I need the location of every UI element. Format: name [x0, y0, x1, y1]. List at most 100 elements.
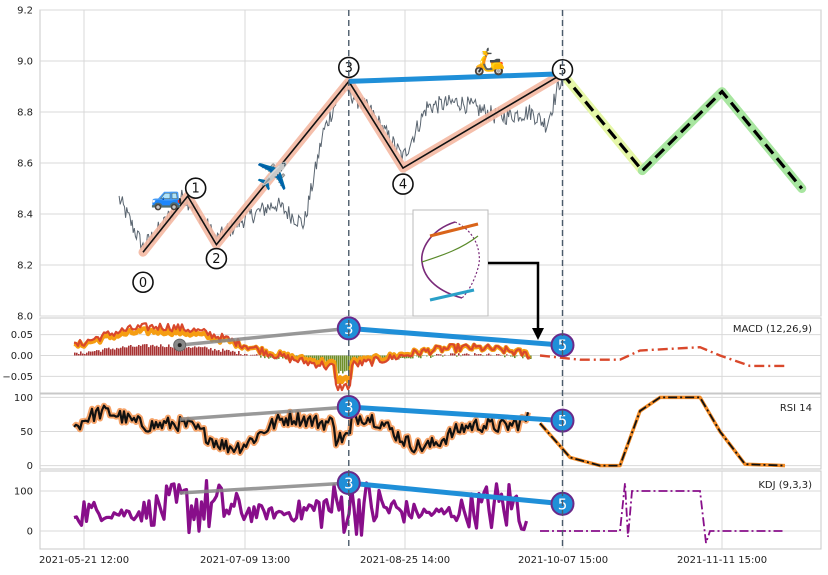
- macd-histogram-bar: [422, 356, 424, 357]
- macd-histogram-bar: [232, 351, 234, 356]
- macd-y-tick-label: −0.05: [2, 372, 33, 383]
- macd-histogram-bar: [190, 348, 192, 356]
- macd-histogram-bar: [212, 351, 214, 356]
- macd-histogram-bar: [208, 349, 210, 355]
- rsi-panel-label: RSI 14: [780, 403, 812, 414]
- macd-histogram-bar: [142, 344, 144, 355]
- rsi-y-tick-label: 0: [27, 461, 33, 472]
- macd-histogram-bar: [198, 347, 200, 356]
- macd-histogram-bar: [516, 356, 518, 357]
- macd-histogram-bar: [454, 353, 456, 355]
- macd-histogram-bar: [196, 347, 198, 355]
- macd-histogram-bar: [340, 356, 342, 371]
- macd-histogram-bar: [124, 347, 126, 355]
- pivot-label-2: 2: [212, 252, 220, 267]
- macd-histogram-bar: [466, 353, 468, 355]
- price-y-tick-label: 8.2: [17, 261, 33, 272]
- macd-histogram-bar: [84, 354, 86, 356]
- macd-histogram-bar: [490, 355, 492, 356]
- x-tick-label: 2021-07-09 13:00: [200, 555, 290, 566]
- macd-histogram-bar: [116, 348, 118, 356]
- macd-histogram-bar: [74, 353, 76, 356]
- price-y-tick-label: 8.4: [17, 210, 33, 221]
- macd-histogram-bar: [236, 354, 238, 355]
- macd-histogram-bar: [224, 351, 226, 356]
- macd-histogram-bar: [230, 352, 232, 356]
- x-tick-label: 2021-11-11 15:00: [677, 555, 767, 566]
- kdj-panel-label: KDJ (9,3,3): [758, 480, 812, 491]
- kdj-y-tick-label: 100: [14, 487, 33, 498]
- macd-histogram-bar: [346, 356, 348, 371]
- macd-histogram-bar: [132, 347, 134, 356]
- macd-histogram-bar: [82, 354, 84, 356]
- macd-histogram-bar: [156, 346, 158, 356]
- macd-histogram-bar: [496, 354, 498, 355]
- price-y-tick-label: 8.0: [17, 312, 33, 323]
- macd-histogram-bar: [158, 347, 160, 356]
- macd-histogram-bar: [416, 356, 418, 357]
- macd-prior-marker-dot: [178, 343, 182, 347]
- macd-histogram-bar: [254, 355, 256, 356]
- macd-histogram-bar: [456, 356, 458, 357]
- macd-histogram-bar: [450, 353, 452, 355]
- macd-histogram-bar: [200, 347, 202, 355]
- macd-histogram-bar: [204, 347, 206, 356]
- inset-frame: [413, 210, 488, 316]
- macd-histogram-bar: [468, 354, 470, 355]
- macd-histogram-bar: [260, 356, 262, 358]
- macd-histogram-bar: [186, 348, 188, 356]
- macd-histogram-bar: [138, 345, 140, 356]
- macd-histogram-bar: [112, 349, 114, 356]
- macd-histogram-bar: [88, 351, 90, 355]
- macd-histogram-bar: [442, 356, 444, 357]
- x-tick-label: 2021-05-21 12:00: [39, 555, 129, 566]
- macd-histogram-bar: [98, 350, 100, 355]
- macd-panel-label: MACD (12,26,9): [733, 324, 812, 335]
- macd-histogram-bar: [476, 354, 478, 355]
- macd-histogram-bar: [474, 353, 476, 355]
- macd-histogram-bar: [126, 347, 128, 355]
- macd-histogram-bar: [134, 347, 136, 356]
- macd-histogram-bar: [122, 346, 124, 355]
- x-tick-label: 2021-08-25 14:00: [360, 555, 450, 566]
- macd-histogram-bar: [438, 354, 440, 355]
- kdj-panel-frame: [40, 471, 821, 549]
- macd-histogram-bar: [202, 347, 204, 355]
- macd-histogram-bar: [120, 348, 122, 356]
- macd-histogram-bar: [228, 350, 230, 355]
- price-y-tick-label: 9.0: [17, 57, 33, 68]
- macd-histogram-bar: [164, 347, 166, 355]
- macd-histogram-bar: [506, 354, 508, 355]
- macd-histogram-bar: [144, 344, 146, 355]
- macd-histogram-bar: [118, 348, 120, 355]
- macd-histogram-bar: [140, 346, 142, 356]
- macd-histogram-bar: [444, 355, 446, 356]
- macd-histogram-bar: [440, 354, 442, 355]
- macd-histogram-bar: [214, 349, 216, 356]
- price-y-tick-label: 9.2: [17, 6, 33, 17]
- macd-histogram-bar: [148, 347, 150, 355]
- price-y-tick-label: 8.8: [17, 108, 33, 119]
- car-icon: 🚙: [151, 182, 183, 212]
- macd-histogram-bar: [168, 344, 170, 355]
- macd-histogram-bar: [216, 350, 218, 355]
- macd-histogram-bar: [460, 356, 462, 357]
- macd-histogram-bar: [244, 354, 246, 356]
- macd-histogram-bar: [344, 356, 346, 372]
- macd-histogram-bar: [166, 347, 168, 356]
- macd-histogram-bar: [130, 345, 132, 355]
- macd-histogram-bar: [136, 347, 138, 356]
- macd-histogram-bar: [498, 354, 500, 355]
- macd-histogram-bar: [226, 350, 228, 356]
- airplane-icon: ✈️: [256, 160, 288, 192]
- inset-thumbnail: [413, 210, 488, 316]
- rsi-y-tick-label: 100: [14, 393, 33, 404]
- macd-histogram-bar: [76, 353, 78, 356]
- kdj-y-tick-label: 0: [27, 527, 33, 538]
- macd-histogram-bar: [342, 356, 344, 374]
- macd-histogram-bar: [90, 352, 92, 356]
- macd-histogram-bar: [510, 356, 512, 357]
- macd-histogram-bar: [80, 351, 82, 355]
- macd-histogram-bar: [172, 348, 174, 356]
